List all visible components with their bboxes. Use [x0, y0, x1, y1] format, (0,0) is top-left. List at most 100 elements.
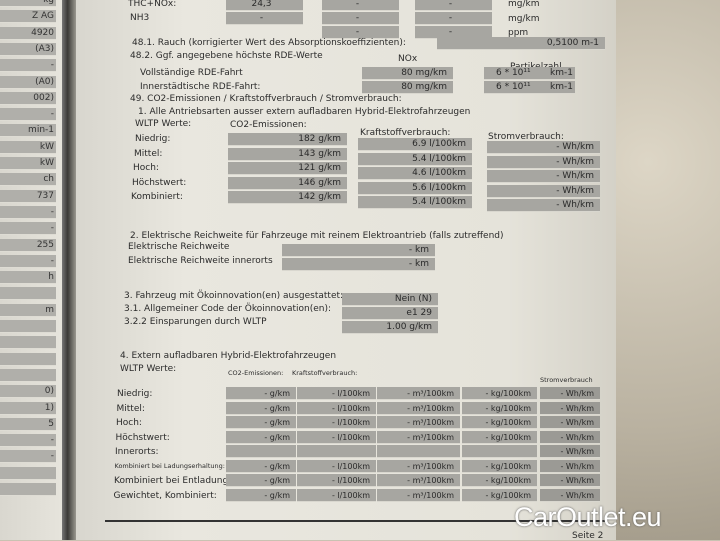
rde-nox-value: 80 mg/km [362, 67, 453, 80]
phev-row-label: Niedrig: [117, 389, 153, 399]
phev-cell: - m³/100km [377, 430, 460, 444]
smoke-value: 0,5100 m-1 [437, 37, 605, 50]
phev-cell: - g/km [226, 430, 296, 444]
phev-cell: - kg/100km [462, 474, 537, 487]
left-page-cell: min-1 [0, 124, 56, 138]
subsection-4-title: 4. Extern aufladbaren Hybrid-Elektrofahr… [120, 351, 337, 361]
co2-value: 182 g/km [228, 133, 347, 146]
phev-cell [377, 445, 460, 458]
left-page-cell [0, 336, 56, 350]
ppm-unit: ppm [508, 28, 529, 38]
phev-cell: - Wh/km [540, 445, 600, 458]
phev-cell: - Wh/km [540, 401, 600, 415]
co2-value: 121 g/km [228, 162, 347, 175]
rde-pn-value: 6 * 10¹¹ [484, 67, 575, 80]
left-page-cell: - [0, 222, 56, 236]
left-page-cell [0, 352, 56, 366]
page-fold [62, 0, 76, 540]
wltp-row-label: Mittel: [134, 148, 163, 159]
phev-cell: - l/100km [297, 459, 376, 473]
phev-cell [226, 445, 296, 458]
nh3-value: - [226, 12, 303, 25]
footer-rule [105, 520, 605, 522]
left-page-cell: 0) [0, 385, 56, 399]
phev-cell: - l/100km [297, 488, 376, 502]
phev-cell: - g/km [226, 459, 296, 473]
phev-row-label: Mittel: [116, 403, 145, 414]
power-value: - Wh/km [487, 184, 600, 198]
eco-label: 3.2.2 Einsparungen durch WLTP [124, 317, 267, 327]
subsection-1-title: 1. Alle Antriebsarten ausser extern aufl… [138, 107, 471, 117]
left-page-cell: - [0, 450, 56, 464]
nox-header: NOx [398, 54, 418, 64]
power-value: - Wh/km [487, 155, 600, 169]
fuel-value: 4.6 l/100km [358, 167, 472, 180]
fuel-header s: Kraftstoffverbrauch: [292, 369, 358, 377]
fuel-value: 5.6 l/100km [358, 181, 472, 195]
thc-value: - [415, 0, 492, 11]
co2-value: 143 g/km [228, 147, 347, 161]
rde-pn-unit: km-1 [550, 82, 573, 92]
left-page-cell: kg [0, 0, 56, 7]
phev-cell: - l/100km [297, 416, 376, 429]
nh3-value: - [415, 12, 492, 25]
left-page-cell: h [0, 271, 56, 285]
phev-cell: - m³/100km [377, 416, 460, 429]
left-page-cell: - [0, 205, 56, 219]
range-label: Elektrische Reichweite [128, 242, 230, 252]
left-page-cell: - [0, 108, 56, 122]
phev-cell: - l/100km [297, 387, 376, 400]
left-page-cell: kW [0, 157, 56, 170]
background-surface [600, 0, 720, 540]
left-page: kg Z AG 4920 (A3) - (A0) 002) - min-1 kW kW ch 737 - -… [0, 0, 62, 540]
wltp-label: WLTP Werte: [135, 119, 192, 129]
rde-pn-value: 6 * 10¹¹ [484, 81, 575, 94]
wltp-row-label: Niedrig: [135, 134, 171, 144]
phev-cell: - kg/100km [462, 459, 537, 473]
phev-cell: - g/km [226, 387, 296, 400]
left-page-cell: 5 [0, 417, 56, 431]
thc-unit: mg/km [508, 0, 540, 9]
left-page-cell: Z AG [0, 10, 56, 24]
left-page-cell: m [0, 303, 56, 317]
wltp-label: WLTP Werte: [120, 364, 177, 374]
fuel-value: 5.4 l/100km [358, 196, 472, 209]
phev-cell: - m³/100km [377, 488, 460, 502]
phev-row-label: Kombiniert bei Ladungserhaltung: [114, 461, 225, 470]
phev-cell: - l/100km [297, 430, 376, 444]
left-page-cell: 255 [0, 238, 56, 252]
phev-cell: - Wh/km [540, 430, 600, 444]
phev-cell: - kg/100km [462, 488, 537, 502]
left-page-cell [0, 320, 56, 333]
thc-value: 24,3 [226, 0, 303, 11]
power-value: - Wh/km [487, 170, 600, 183]
nh3-value: - [322, 12, 399, 25]
left-page-cell [0, 287, 56, 301]
left-page-cell: - [0, 434, 56, 448]
co2-header: CO2-Emissionen: [230, 120, 307, 130]
phev-row-label: Kombiniert bei Entladung: [114, 476, 232, 486]
eco-label: 3. Fahrzeug mit Ökoinnovation(en) ausges… [124, 291, 344, 301]
left-page-cell: - [0, 59, 56, 73]
eco-value: e1 29 [342, 307, 438, 320]
phev-cell [462, 445, 537, 458]
ppm-value: - [322, 26, 399, 39]
phev-row-label: Innerorts: [115, 447, 159, 457]
phev-cell: - g/km [226, 401, 296, 415]
phev-cell: - kg/100km [462, 430, 537, 444]
left-page-cell [0, 466, 56, 480]
power-value: - Wh/km [487, 141, 600, 154]
phev-cell: - Wh/km [540, 488, 600, 502]
left-page-cell: (A3) [0, 42, 56, 56]
power-header: Stromverbrauch: [488, 132, 564, 142]
range-label: Elektrische Reichweite innerorts [128, 256, 273, 266]
eco-value: 1.00 g/km [342, 321, 438, 334]
power-header s: Stromverbrauch [540, 376, 593, 384]
phev-cell: - Wh/km [540, 474, 600, 487]
eco-value: Nein (N) [342, 293, 438, 306]
rde-pn-unit: km-1 [550, 68, 573, 78]
phev-cell: - m³/100km [377, 401, 460, 415]
thc-value: - [322, 0, 399, 11]
fuel-value: 5.4 l/100km [358, 152, 472, 166]
phev-cell: - m³/100km [377, 474, 460, 487]
